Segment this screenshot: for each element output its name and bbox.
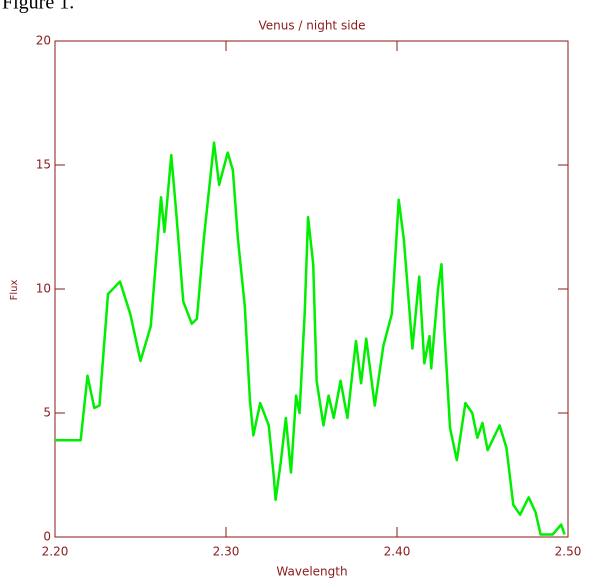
x-axis-label: Wavelength [276,565,347,579]
x-tick-label: 2.40 [384,545,411,559]
y-axis-label: Flux [9,280,20,301]
plot-frame [54,40,569,538]
y-tick-label: 20 [36,34,51,48]
y-tick-label: 15 [36,158,51,172]
x-tick-label: 2.50 [555,545,582,559]
x-tick-label: 2.30 [213,545,240,559]
x-tick-label: 2.20 [42,545,69,559]
y-tick-label: 5 [43,406,51,420]
y-tick-label: 10 [36,282,51,296]
data-line [55,141,566,536]
y-tick-label: 0 [43,530,51,544]
chart-title: Venus / night side [258,19,365,33]
caption: Figure 1. [2,0,74,14]
